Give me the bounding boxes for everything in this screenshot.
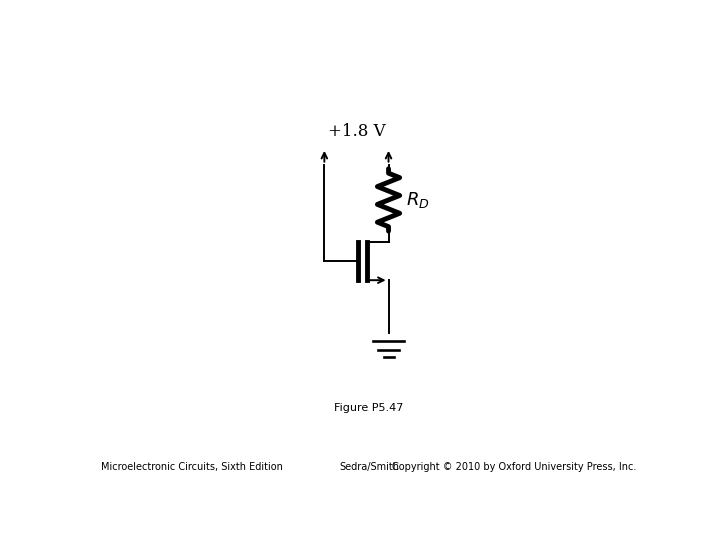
Text: Microelectronic Circuits, Sixth Edition: Microelectronic Circuits, Sixth Edition bbox=[101, 462, 283, 472]
Text: Figure P5.47: Figure P5.47 bbox=[334, 403, 404, 413]
Text: $R_D$: $R_D$ bbox=[406, 190, 430, 210]
Text: Copyright © 2010 by Oxford University Press, Inc.: Copyright © 2010 by Oxford University Pr… bbox=[392, 462, 637, 472]
Text: Sedra/Smith: Sedra/Smith bbox=[339, 462, 399, 472]
Text: +1.8 V: +1.8 V bbox=[328, 124, 385, 140]
